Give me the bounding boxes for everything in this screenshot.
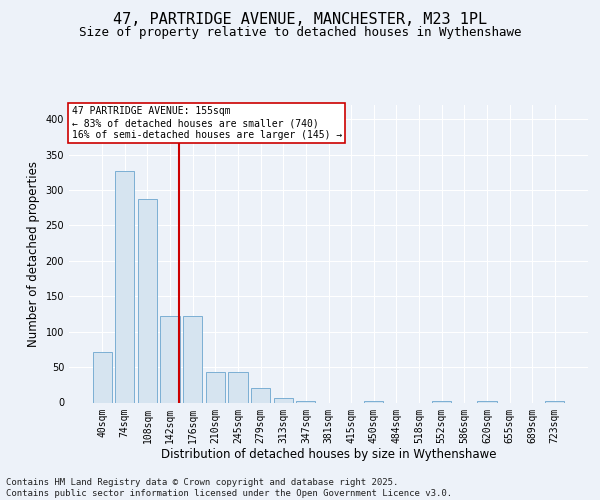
Bar <box>229 372 248 402</box>
Bar <box>432 401 451 402</box>
Bar <box>251 388 270 402</box>
Text: 47 PARTRIDGE AVENUE: 155sqm
← 83% of detached houses are smaller (740)
16% of se: 47 PARTRIDGE AVENUE: 155sqm ← 83% of det… <box>71 106 342 140</box>
Bar <box>92 352 112 403</box>
X-axis label: Distribution of detached houses by size in Wythenshawe: Distribution of detached houses by size … <box>161 448 496 461</box>
Bar <box>115 171 134 402</box>
Bar <box>477 401 497 402</box>
Bar <box>545 401 565 402</box>
Bar <box>364 401 383 402</box>
Bar <box>296 401 316 402</box>
Text: Size of property relative to detached houses in Wythenshawe: Size of property relative to detached ho… <box>79 26 521 39</box>
Text: Contains HM Land Registry data © Crown copyright and database right 2025.
Contai: Contains HM Land Registry data © Crown c… <box>6 478 452 498</box>
Bar <box>183 316 202 402</box>
Bar <box>160 316 180 402</box>
Bar <box>206 372 225 402</box>
Text: 47, PARTRIDGE AVENUE, MANCHESTER, M23 1PL: 47, PARTRIDGE AVENUE, MANCHESTER, M23 1P… <box>113 12 487 28</box>
Y-axis label: Number of detached properties: Number of detached properties <box>27 161 40 347</box>
Bar <box>138 199 157 402</box>
Bar <box>274 398 293 402</box>
